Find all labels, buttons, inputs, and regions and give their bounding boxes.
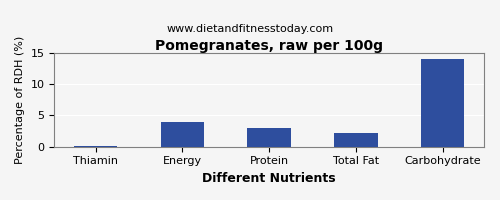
Text: www.dietandfitnesstoday.com: www.dietandfitnesstoday.com: [166, 24, 334, 34]
Title: Pomegranates, raw per 100g: Pomegranates, raw per 100g: [155, 39, 383, 53]
Y-axis label: Percentage of RDH (%): Percentage of RDH (%): [15, 36, 25, 164]
Bar: [334, 133, 378, 147]
Bar: [248, 128, 291, 147]
Bar: [160, 122, 204, 147]
Bar: [74, 146, 117, 147]
Bar: [421, 59, 465, 147]
X-axis label: Different Nutrients: Different Nutrients: [202, 172, 336, 185]
